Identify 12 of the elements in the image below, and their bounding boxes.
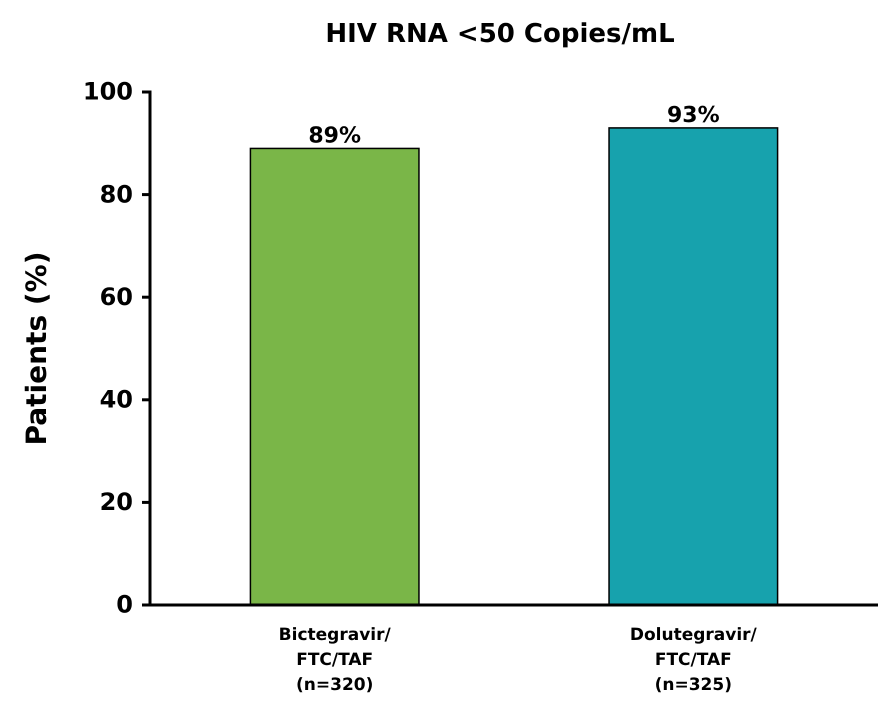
y-tick-label: 60 [100,282,133,311]
y-tick-label: 0 [116,590,133,619]
x-tick-label: Bictegravir/ FTC/TAF (n=320) [278,625,392,695]
x-tick-label: Dolutegravir/ FTC/TAF (n=325) [630,625,758,695]
data-label: 93% [666,102,720,128]
y-tick-label: 20 [100,488,133,516]
data-label: 89% [308,123,362,148]
y-tick-label: 40 [100,385,133,414]
chart-title: HIV RNA <50 Copies/mL [325,19,675,49]
y-tick-label: 100 [82,78,133,106]
y-axis-title: Patients (%) [20,251,53,446]
y-tick-label: 80 [100,180,133,208]
